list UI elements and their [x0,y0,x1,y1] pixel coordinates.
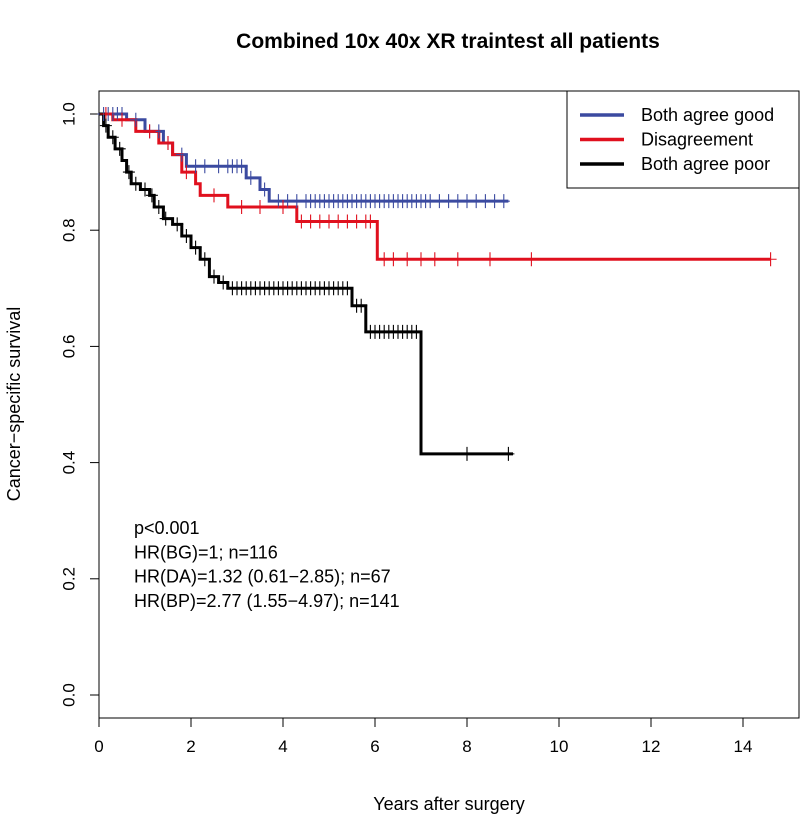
legend-label: Disagreement [641,130,753,150]
censor-mark [235,159,248,174]
annotation-line: HR(BG)=1; n=116 [134,542,278,562]
annotations: p<0.001 HR(BG)=1; n=116 HR(DA)=1.32 (0.61−… [134,518,400,611]
censor-mark [258,182,271,197]
censor-mark [208,188,220,203]
censor-mark [162,136,174,151]
legend: Both agree good Disagreement Both agree po… [566,90,800,189]
censor-mark [180,229,193,244]
censor-mark [129,112,142,127]
x-tick-label: 2 [186,737,195,756]
chart-title: Combined 10x 40x XR traintest all patien… [236,30,660,53]
y-tick-label: 0.4 [59,451,78,475]
x-tick-label: 0 [94,737,103,756]
censor-mark [180,165,193,180]
y-tick-label: 0.8 [59,218,78,242]
censor-mark [145,188,158,203]
censor-mark [198,252,211,267]
censor-mark [461,446,473,461]
censor-mark [171,217,184,232]
censor-mark [244,170,257,185]
censor-mark [254,199,266,214]
censor-mark [122,165,135,180]
censor-mark [113,141,126,156]
censor-mark [116,112,128,127]
censor-mark [428,252,441,267]
y-tick-label: 0.0 [59,683,78,707]
x-tick-label: 6 [370,737,379,756]
annotation-line: p<0.001 [134,518,200,538]
censor-mark [139,182,151,197]
censor-mark [235,199,248,214]
censor-mark [410,324,423,339]
censor-mark [525,252,538,267]
censor-mark [451,252,464,267]
censor-mark [129,176,142,191]
censor-mark [143,124,156,139]
censor-mark [198,159,211,174]
x-tick-label: 8 [462,737,471,756]
censor-mark [208,269,220,284]
censor-mark [341,281,354,296]
y-axis-label: Cancer−specific survival [4,307,24,502]
annotation-line: HR(BP)=2.77 (1.55−4.97); n=141 [134,591,400,611]
censor-mark [364,214,377,229]
annotation-line: HR(DA)=1.32 (0.61−2.85); n=67 [134,567,391,587]
censor-mark [355,298,368,313]
censor-mark [175,147,188,162]
censor-mark [502,446,515,461]
y-tick-label: 0.6 [59,335,78,359]
x-tick-label: 14 [734,737,753,756]
censor-mark [277,199,289,214]
x-tick-label: 12 [642,737,661,756]
censor-mark [217,275,230,290]
censor-mark [159,211,172,226]
x-axis: 0 2 4 6 8 10 12 14 [94,717,753,756]
y-axis: 0.0 0.2 0.4 0.6 0.8 1.0 [59,102,100,707]
x-tick-label: 4 [278,737,287,756]
y-tick-label: 1.0 [59,102,78,126]
censor-mark [387,252,400,267]
censor-mark [764,252,777,267]
x-tick-label: 10 [550,737,569,756]
censor-mark [99,118,112,133]
censor-mark [497,194,510,209]
curve-both-agree-good [99,112,509,203]
y-tick-label: 0.2 [59,567,78,591]
censor-mark [415,252,427,267]
censor-mark [189,240,202,255]
legend-label: Both agree poor [641,154,770,174]
legend-label: Both agree good [641,105,774,125]
x-axis-label: Years after surgery [373,794,524,814]
censor-mark [152,199,165,214]
censor-mark [106,130,119,145]
censor-mark [401,252,414,267]
censor-marks [97,107,777,461]
censor-mark [484,252,496,267]
